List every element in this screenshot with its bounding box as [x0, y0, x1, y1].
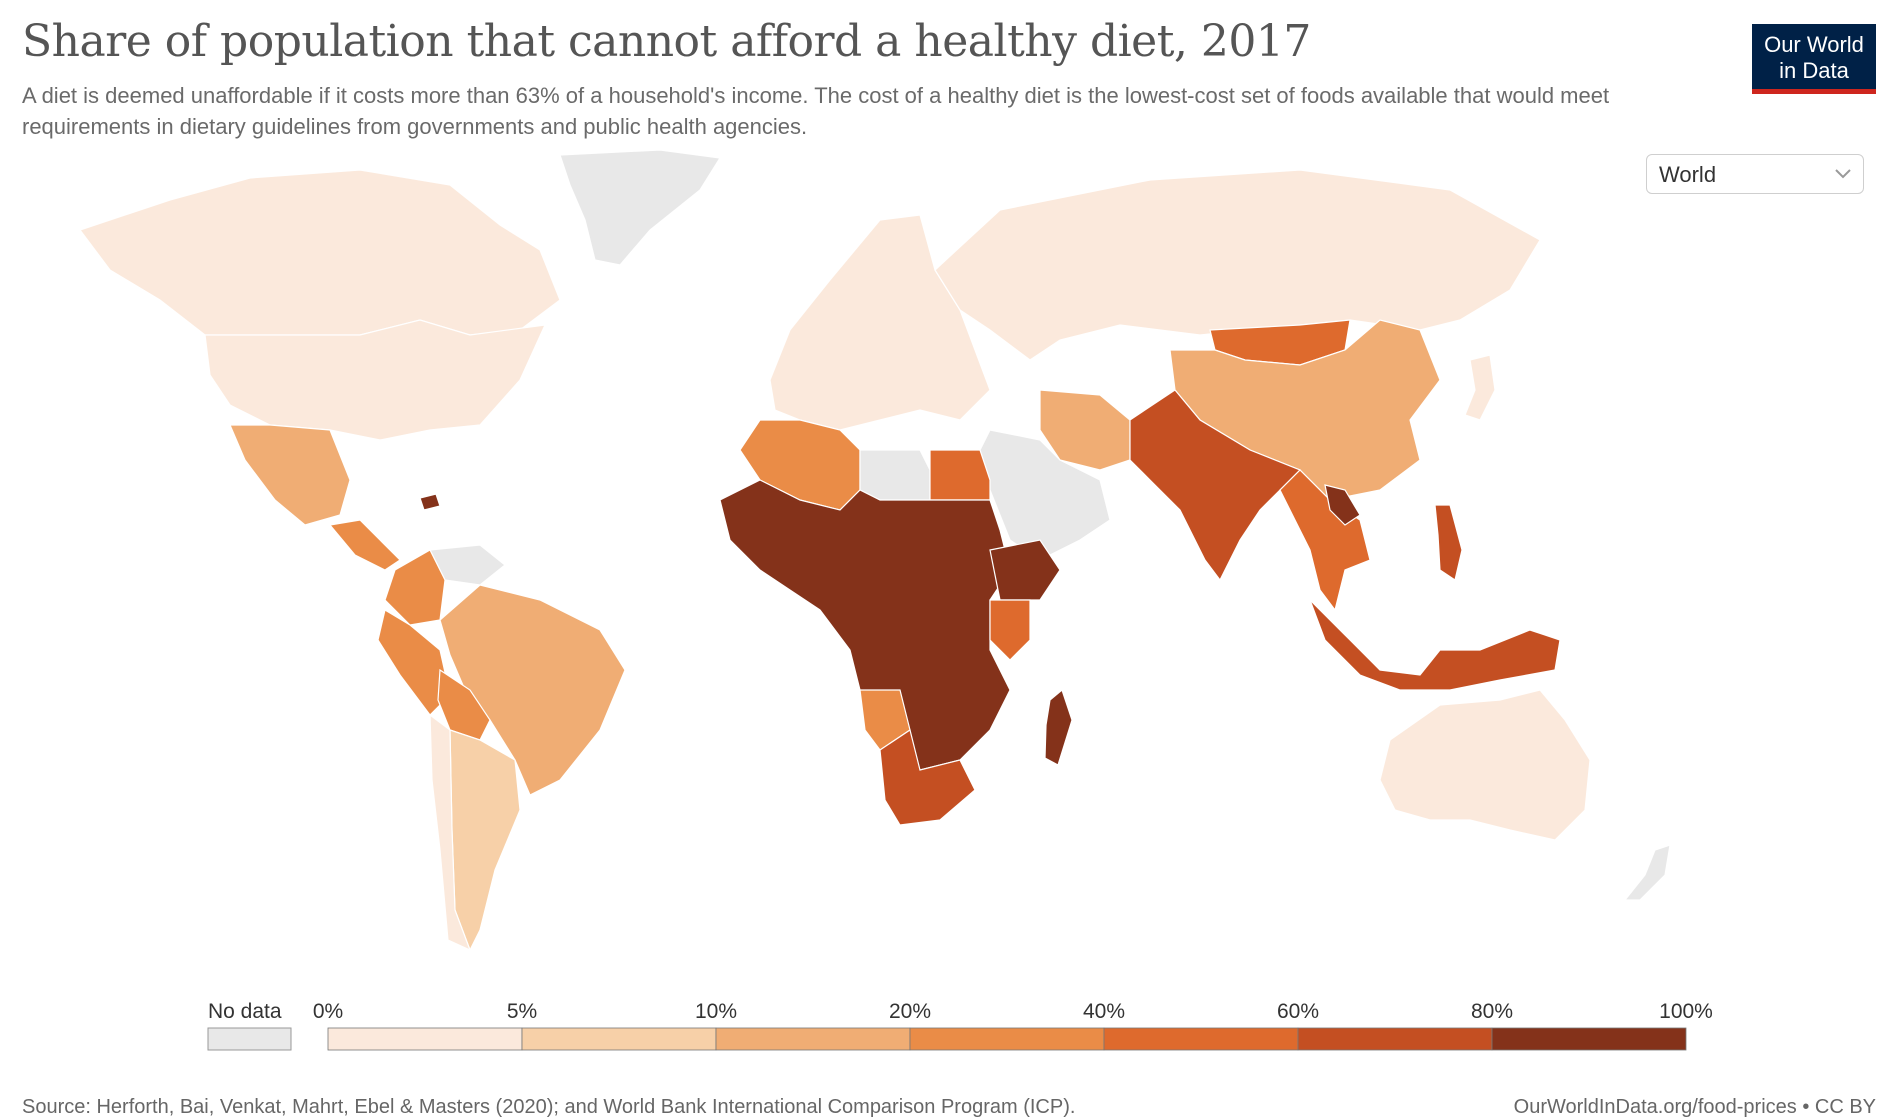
region-mexico[interactable]: [229, 424, 351, 526]
legend-bin-6: [1491, 1027, 1687, 1051]
region-indonesia[interactable]: [1309, 599, 1561, 691]
region-libya[interactable]: [859, 449, 931, 501]
region-argentina[interactable]: [449, 729, 521, 952]
legend-bin-3: [909, 1027, 1105, 1051]
region-japan[interactable]: [1464, 354, 1496, 421]
region-south-africa[interactable]: [879, 729, 976, 826]
region-chile[interactable]: [429, 713, 472, 952]
region-select[interactable]: World: [1646, 154, 1864, 194]
region-iran[interactable]: [1039, 389, 1131, 471]
region-laos[interactable]: [1324, 484, 1361, 526]
legend-bins: [327, 1027, 1687, 1051]
region-ethiopia[interactable]: [989, 539, 1061, 601]
chart-subtitle: A diet is deemed unaffordable if it cost…: [22, 83, 1610, 139]
region-philippines[interactable]: [1434, 504, 1463, 581]
legend-bin-1: [521, 1027, 717, 1051]
region-select-value: World: [1659, 162, 1717, 187]
region-kenya[interactable]: [989, 599, 1031, 661]
logo-line-2: in Data: [1779, 58, 1849, 83]
source-note: Source: Herforth, Bai, Venkat, Mahrt, Eb…: [22, 1096, 1076, 1118]
legend-tick-label: 0%: [313, 1000, 343, 1023]
region-central-america[interactable]: [328, 519, 401, 571]
legend-no-data-swatch: [207, 1027, 292, 1051]
legend-tick-label: 20%: [889, 1000, 931, 1023]
region-new-zealand[interactable]: [1623, 844, 1671, 901]
region-europe[interactable]: [769, 214, 991, 431]
chevron-down-icon: [1835, 169, 1851, 179]
legend-bin-4: [1103, 1027, 1299, 1051]
map-legend: No data 0% 5% 10% 20% 40% 60% 80% 100%: [207, 1000, 1713, 1051]
region-australia[interactable]: [1379, 689, 1591, 841]
credit-link[interactable]: OurWorldInData.org/food-prices • CC BY: [1513, 1096, 1876, 1118]
region-united-states[interactable]: [204, 319, 546, 441]
region-sub-saharan-africa[interactable]: [719, 479, 1011, 771]
legend-tick-label: 10%: [695, 1000, 737, 1023]
legend-tick-label: 80%: [1471, 1000, 1513, 1023]
legend-bin-2: [715, 1027, 911, 1051]
legend-bin-0: [327, 1027, 523, 1051]
legend-ticks: 0% 5% 10% 20% 40% 60% 80% 100%: [313, 1000, 1713, 1023]
region-greenland[interactable]: [559, 149, 722, 266]
region-canada[interactable]: [79, 169, 561, 336]
region-india[interactable]: [1129, 389, 1302, 582]
legend-tick-label: 5%: [507, 1000, 537, 1023]
legend-tick-label: 60%: [1277, 1000, 1319, 1023]
world-map: [79, 149, 1671, 952]
legend-bin-5: [1297, 1027, 1493, 1051]
legend-no-data-label: No data: [208, 1000, 282, 1023]
region-haiti[interactable]: [419, 493, 441, 511]
legend-tick-label: 40%: [1083, 1000, 1125, 1023]
logo-line-1: Our World: [1764, 32, 1864, 57]
region-madagascar[interactable]: [1044, 688, 1073, 766]
owid-logo[interactable]: Our World in Data: [1752, 24, 1876, 94]
region-egypt[interactable]: [929, 449, 991, 501]
chart-title: Share of population that cannot afford a…: [22, 16, 1311, 67]
legend-tick-label: 100%: [1659, 1000, 1713, 1023]
